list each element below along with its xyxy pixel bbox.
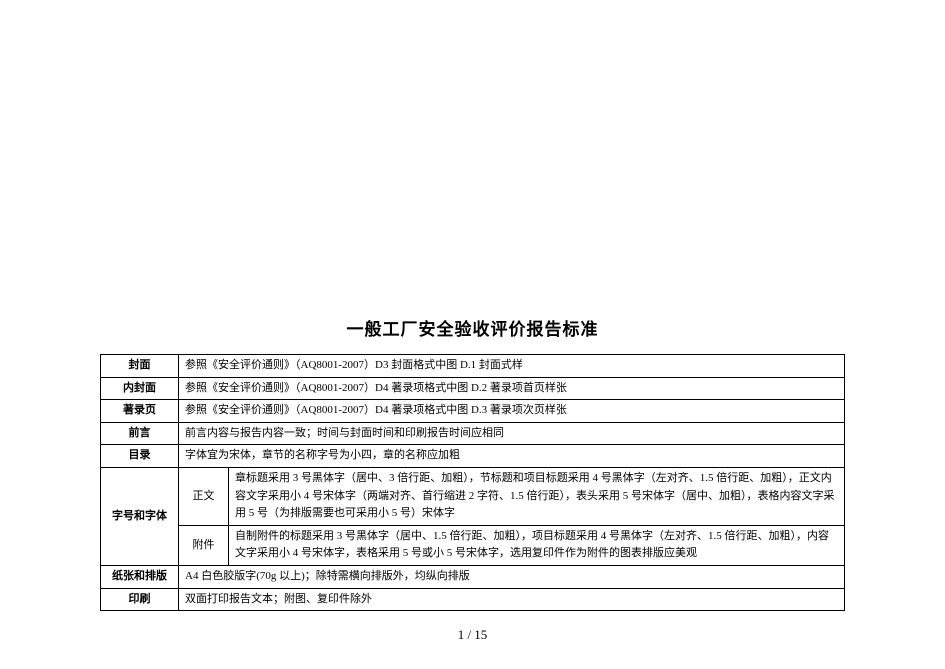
- row-content: 参照《安全评价通则》（AQ8001-2007）D4 著录项格式中图 D.3 著录…: [179, 400, 845, 423]
- table-row: 纸张和排版 A4 白色胶版字(70g 以上)；除特需横向排版外，均纵向排版: [101, 565, 845, 588]
- table-row: 著录页 参照《安全评价通则》（AQ8001-2007）D4 著录项格式中图 D.…: [101, 400, 845, 423]
- table-row: 前言 前言内容与报告内容一致；时间与封面时间和印刷报告时间应相同: [101, 422, 845, 445]
- row-content: 参照《安全评价通则》（AQ8001-2007）D3 封面格式中图 D.1 封面式…: [179, 355, 845, 378]
- table-row: 目录 字体宜为宋体，章节的名称字号为小四，章的名称应加粗: [101, 445, 845, 468]
- table-row: 封面 参照《安全评价通则》（AQ8001-2007）D3 封面格式中图 D.1 …: [101, 355, 845, 378]
- row-label-font: 字号和字体: [101, 467, 179, 565]
- table-row: 附件 自制附件的标题采用 3 号黑体字（居中、1.5 倍行距、加粗），项目标题采…: [101, 525, 845, 565]
- standards-table: 封面 参照《安全评价通则》（AQ8001-2007）D3 封面格式中图 D.1 …: [100, 354, 845, 611]
- table-row: 内封面 参照《安全评价通则》（AQ8001-2007）D4 著录项格式中图 D.…: [101, 377, 845, 400]
- row-content: 字体宜为宋体，章节的名称字号为小四，章的名称应加粗: [179, 445, 845, 468]
- sublabel-attachment: 附件: [179, 525, 229, 565]
- row-content: 自制附件的标题采用 3 号黑体字（居中、1.5 倍行距、加粗），项目标题采用 4…: [229, 525, 845, 565]
- row-label: 著录页: [101, 400, 179, 423]
- sublabel-body: 正文: [179, 467, 229, 525]
- page-number: 1 / 15: [0, 627, 945, 643]
- row-label: 目录: [101, 445, 179, 468]
- row-content: 双面打印报告文本；附图、复印件除外: [179, 588, 845, 611]
- row-label: 纸张和排版: [101, 565, 179, 588]
- table-row: 字号和字体 正文 章标题采用 3 号黑体字（居中、3 倍行距、加粗），节标题和项…: [101, 467, 845, 525]
- row-content: A4 白色胶版字(70g 以上)；除特需横向排版外，均纵向排版: [179, 565, 845, 588]
- row-content: 前言内容与报告内容一致；时间与封面时间和印刷报告时间应相同: [179, 422, 845, 445]
- row-label: 印刷: [101, 588, 179, 611]
- table-row: 印刷 双面打印报告文本；附图、复印件除外: [101, 588, 845, 611]
- row-label: 前言: [101, 422, 179, 445]
- row-label: 内封面: [101, 377, 179, 400]
- standards-table-wrapper: 封面 参照《安全评价通则》（AQ8001-2007）D3 封面格式中图 D.1 …: [100, 354, 845, 611]
- document-title: 一般工厂安全验收评价报告标准: [0, 315, 945, 340]
- row-label: 封面: [101, 355, 179, 378]
- row-content: 章标题采用 3 号黑体字（居中、3 倍行距、加粗），节标题和项目标题采用 4 号…: [229, 467, 845, 525]
- row-content: 参照《安全评价通则》（AQ8001-2007）D4 著录项格式中图 D.2 著录…: [179, 377, 845, 400]
